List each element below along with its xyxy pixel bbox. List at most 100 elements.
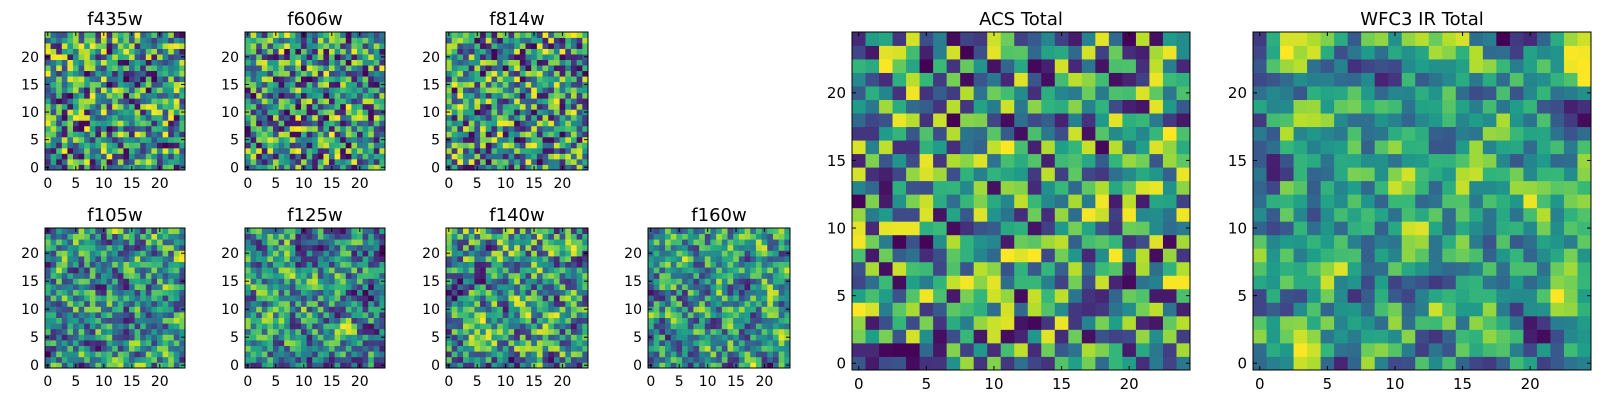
heatmap-cell bbox=[565, 351, 572, 358]
heatmap-cell bbox=[340, 328, 347, 335]
x-tick-label: 20 bbox=[351, 374, 369, 390]
heatmap-cell bbox=[179, 65, 186, 72]
heatmap-cell bbox=[892, 248, 907, 263]
heatmap-cell bbox=[648, 340, 655, 346]
heatmap-cell bbox=[273, 37, 279, 44]
heatmap-cell bbox=[379, 300, 386, 307]
heatmap-cell bbox=[1068, 302, 1083, 317]
heatmap-cell bbox=[379, 131, 386, 138]
heatmap-cell bbox=[659, 295, 666, 302]
heatmap-cell bbox=[95, 233, 102, 240]
heatmap-cell bbox=[379, 59, 386, 66]
heatmap-cell bbox=[123, 345, 130, 352]
heatmap-cell bbox=[987, 180, 1002, 195]
heatmap-cell bbox=[101, 267, 107, 274]
heatmap-cell bbox=[670, 345, 677, 352]
heatmap-cell bbox=[565, 136, 572, 143]
heatmap-cell bbox=[553, 295, 560, 302]
heatmap-cell bbox=[565, 81, 572, 88]
heatmap-cell bbox=[123, 317, 130, 324]
heatmap-cell bbox=[710, 239, 717, 246]
heatmap-cell bbox=[289, 136, 296, 143]
heatmap-cell bbox=[784, 345, 791, 352]
heatmap-cell bbox=[151, 125, 158, 132]
heatmap-cell bbox=[368, 356, 375, 363]
heatmap-cell bbox=[112, 109, 119, 116]
heatmap-cell bbox=[329, 284, 335, 290]
heatmap-cell bbox=[289, 59, 296, 66]
heatmap-cell bbox=[582, 98, 589, 105]
heatmap-cell bbox=[56, 239, 63, 246]
heatmap-cell bbox=[151, 306, 158, 313]
heatmap-cell bbox=[261, 87, 268, 94]
heatmap-cell bbox=[1162, 329, 1177, 344]
heatmap-cell bbox=[451, 76, 458, 83]
heatmap-cell bbox=[151, 103, 158, 110]
heatmap-cell bbox=[761, 250, 768, 257]
x-tick-label: 10 bbox=[699, 374, 717, 390]
heatmap-cell bbox=[519, 295, 526, 302]
heatmap-cell bbox=[379, 37, 386, 44]
heatmap-cell bbox=[157, 278, 163, 285]
heatmap-cell bbox=[168, 351, 175, 358]
heatmap-cell bbox=[704, 239, 711, 246]
heatmap-cell bbox=[525, 136, 532, 143]
heatmap-cell bbox=[357, 244, 363, 251]
heatmap-cell bbox=[919, 207, 934, 222]
heatmap-cell bbox=[323, 37, 330, 44]
heatmap-cell bbox=[157, 306, 163, 313]
heatmap-cell bbox=[362, 65, 369, 72]
heatmap-cell bbox=[334, 312, 341, 318]
heatmap-cell bbox=[334, 233, 341, 240]
heatmap-cell bbox=[508, 233, 515, 240]
heatmap-cell bbox=[261, 37, 268, 44]
x-tick-label: 20 bbox=[554, 176, 572, 192]
heatmap-cell bbox=[682, 317, 689, 324]
heatmap-cell bbox=[301, 158, 307, 165]
heatmap-cell bbox=[357, 284, 363, 290]
heatmap-cell bbox=[491, 250, 498, 257]
heatmap-cell bbox=[340, 164, 347, 171]
heatmap-cell bbox=[491, 284, 498, 290]
heatmap-cell bbox=[345, 43, 352, 49]
heatmap-cell bbox=[45, 261, 51, 268]
heatmap-cell bbox=[1149, 167, 1164, 182]
heatmap-cell bbox=[485, 65, 492, 72]
heatmap-cell bbox=[973, 275, 988, 290]
heatmap-cell bbox=[168, 284, 175, 290]
heatmap-cell bbox=[112, 103, 119, 110]
heatmap-cell bbox=[134, 272, 141, 279]
heatmap-cell bbox=[704, 261, 711, 268]
heatmap-cell bbox=[1108, 342, 1123, 357]
heatmap-cell bbox=[256, 239, 263, 246]
heatmap-cell bbox=[95, 54, 102, 60]
heatmap-cell bbox=[256, 114, 263, 121]
heatmap-cell bbox=[95, 351, 102, 358]
heatmap-cell bbox=[576, 239, 583, 246]
heatmap-cell bbox=[665, 272, 672, 279]
heatmap-cell bbox=[340, 125, 347, 132]
heatmap-cell bbox=[502, 76, 509, 83]
heatmap-cell bbox=[73, 233, 79, 240]
heatmap-cell bbox=[67, 356, 74, 363]
heatmap-cell bbox=[659, 340, 666, 346]
heatmap-cell bbox=[295, 81, 302, 88]
heatmap-cell bbox=[721, 228, 728, 234]
heatmap-cell bbox=[508, 306, 515, 313]
heatmap-cell bbox=[106, 65, 113, 72]
heatmap-cell bbox=[95, 323, 102, 330]
heatmap-cell bbox=[738, 228, 745, 234]
heatmap-cell bbox=[772, 362, 780, 369]
heatmap-cell bbox=[250, 81, 257, 88]
heatmap-cell bbox=[245, 92, 251, 99]
heatmap-cell bbox=[340, 65, 347, 72]
heatmap-cell bbox=[772, 289, 780, 296]
heatmap-cell bbox=[457, 351, 464, 358]
heatmap-cell bbox=[536, 250, 543, 257]
heatmap-cell bbox=[710, 300, 717, 307]
heatmap-cell bbox=[162, 70, 169, 77]
heatmap-cell bbox=[340, 37, 347, 44]
heatmap-cell bbox=[648, 356, 655, 363]
heatmap-cell bbox=[295, 131, 302, 138]
heatmap-cell bbox=[278, 153, 285, 160]
